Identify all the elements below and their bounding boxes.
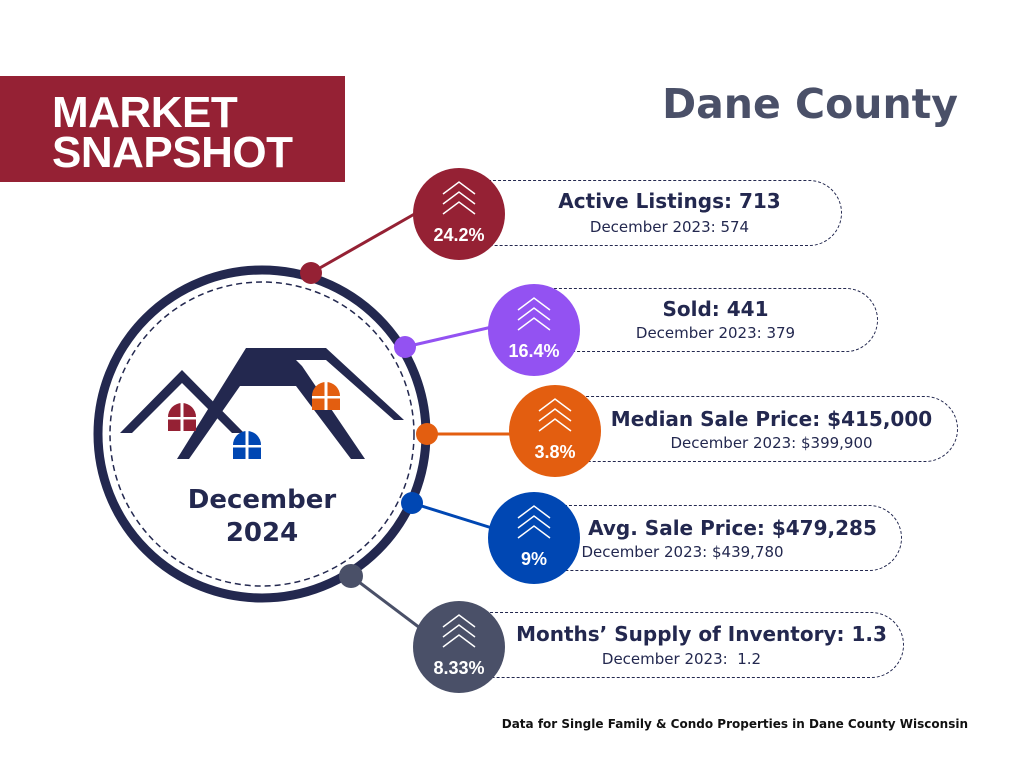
- center-date: December 2024: [172, 484, 352, 550]
- chevron-up-icon: [535, 397, 575, 440]
- badge-median-price: 3.8%: [509, 385, 601, 477]
- connector-line-sold: [404, 325, 493, 349]
- connector-dot-sold: [394, 336, 416, 358]
- metric-title: Median Sale Price: $415,000: [610, 407, 933, 431]
- badge-active-listings: 24.2%: [413, 168, 505, 260]
- percent-change: 24.2%: [433, 225, 485, 245]
- county-title: Dane County: [662, 80, 958, 128]
- badge-months-supply: 8.33%: [413, 601, 505, 693]
- center-year: 2024: [225, 518, 299, 548]
- connector-dot-avg-price: [401, 492, 423, 514]
- metric-card-avg-price: Avg. Sale Price: $479,285 December 2023:…: [534, 505, 902, 571]
- connector-line-active-listings: [310, 210, 419, 275]
- metric-subtitle: December 2023: $399,900: [670, 434, 873, 452]
- connector-line-avg-price: [411, 501, 493, 530]
- percent-change: 3.8%: [534, 442, 576, 462]
- banner-title-line-2: SNAPSHOT: [52, 128, 293, 177]
- chevron-up-icon: [514, 504, 554, 547]
- chevron-up-icon: [439, 180, 479, 223]
- metric-card-months-supply: Months’ Supply of Inventory: 1.3 Decembe…: [460, 612, 904, 678]
- banner-title-line-1: MARKET: [52, 88, 238, 137]
- badge-avg-price: 9%: [488, 492, 580, 584]
- metric-subtitle: December 2023: $439,780: [581, 543, 784, 561]
- badge-sold: 16.4%: [488, 284, 580, 376]
- metric-card-sold: Sold: 441 December 2023: 379: [534, 288, 878, 352]
- red-window-icon: [168, 403, 196, 431]
- title-banner: MARKET SNAPSHOT: [0, 76, 345, 182]
- chevron-up-icon: [439, 613, 479, 656]
- footnote: Data for Single Family & Condo Propertie…: [501, 717, 968, 731]
- connector-line-months-supply: [350, 574, 421, 630]
- metric-title: Sold: 441: [662, 297, 769, 321]
- connector-dot-active-listings: [300, 262, 322, 284]
- center-month: December: [187, 485, 337, 515]
- chevron-up-icon: [514, 296, 554, 339]
- metric-card-active-listings: Active Listings: 713 December 2023: 574: [458, 180, 842, 246]
- metric-title: Active Listings: 713: [558, 189, 781, 213]
- metric-subtitle: December 2023: 1.2: [601, 650, 762, 668]
- metric-subtitle: December 2023: 379: [635, 324, 796, 342]
- metric-title: Months’ Supply of Inventory: 1.3: [516, 622, 887, 646]
- percent-change: 9%: [520, 549, 547, 569]
- orange-window-icon: [312, 382, 340, 410]
- metric-card-median-price: Median Sale Price: $415,000 December 202…: [556, 396, 958, 462]
- percent-change: 8.33%: [433, 658, 485, 678]
- metric-title: Avg. Sale Price: $479,285: [588, 516, 877, 540]
- blue-window-icon: [233, 431, 261, 459]
- houses-icon: [120, 348, 404, 459]
- connector-dot-median-price: [416, 423, 438, 445]
- percent-change: 16.4%: [508, 341, 560, 361]
- inner-dashed-ring: [109, 281, 415, 587]
- connector-dot-months-supply: [339, 564, 363, 588]
- metric-subtitle: December 2023: 574: [589, 218, 750, 236]
